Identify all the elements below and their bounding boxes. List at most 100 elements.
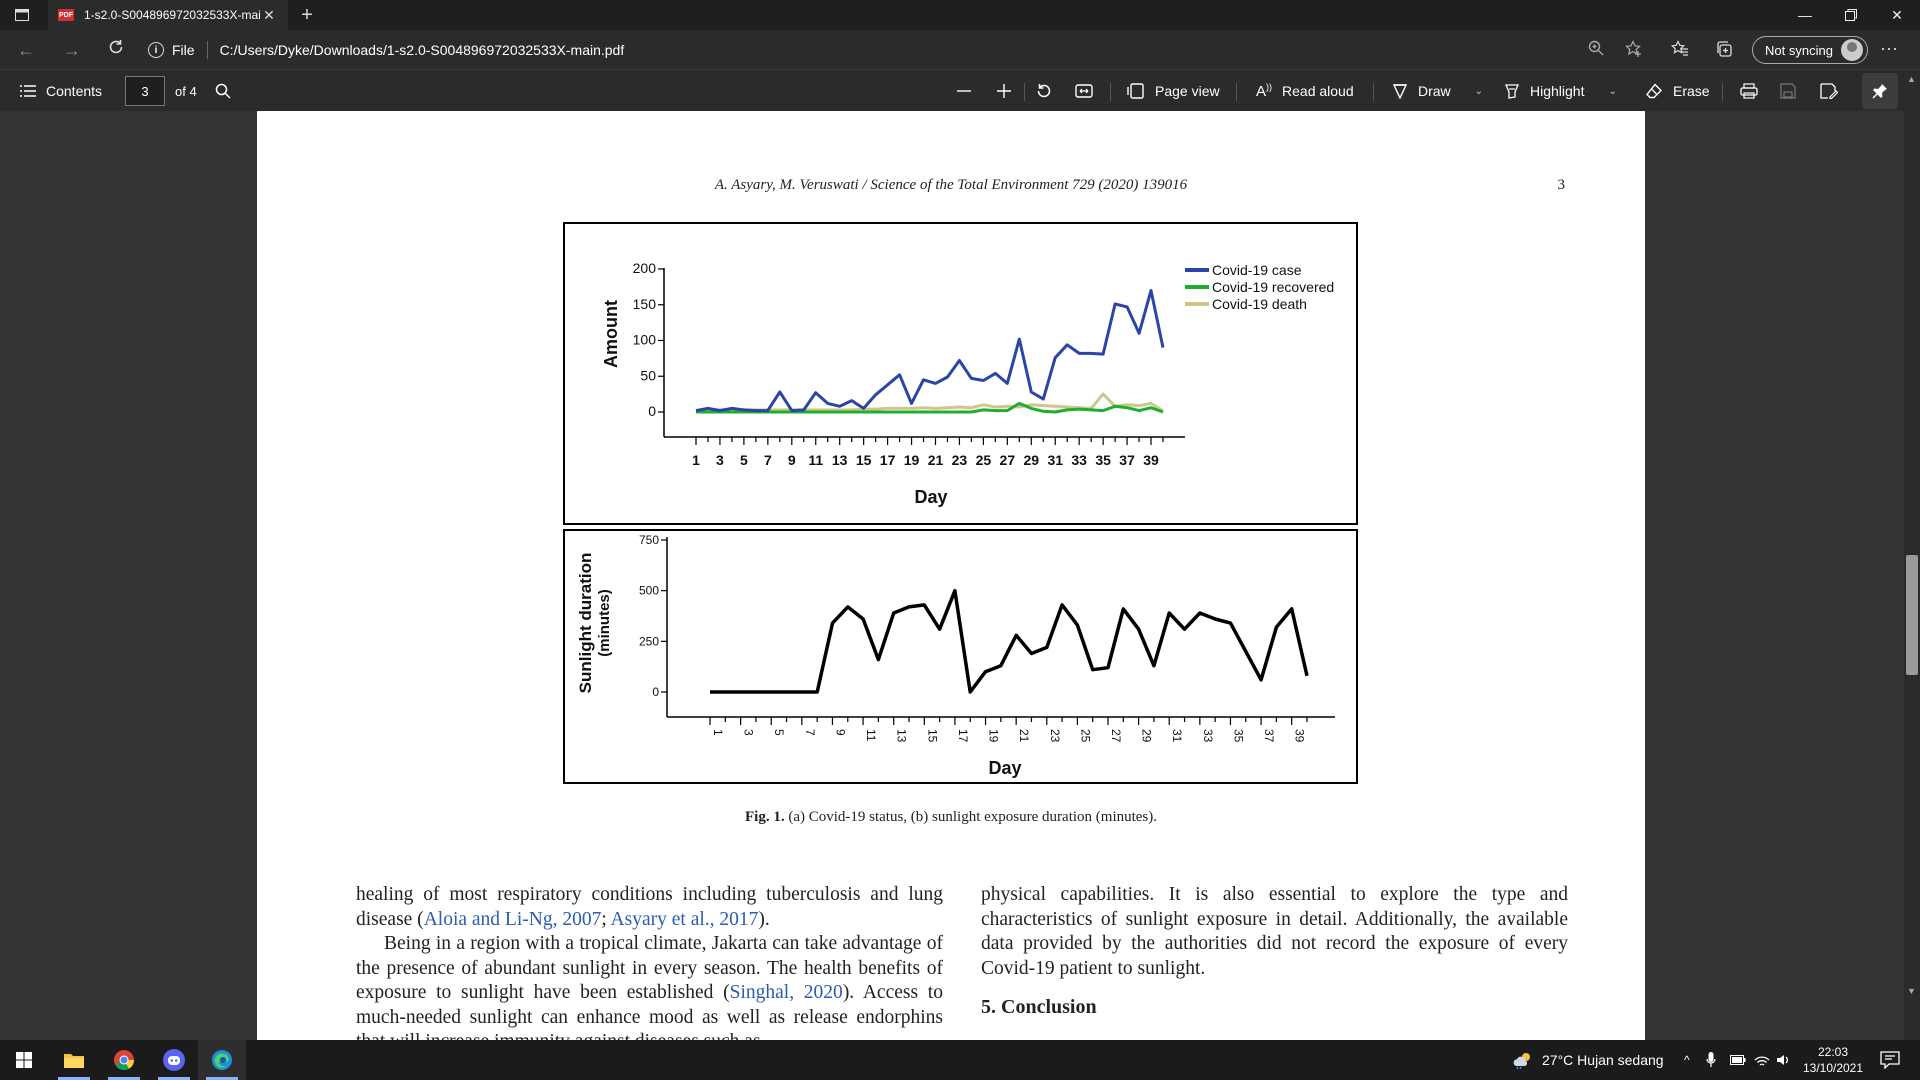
more-options-icon[interactable]: ··· xyxy=(1880,38,1898,58)
address-scheme: File xyxy=(172,42,195,58)
scrollbar-thumb[interactable] xyxy=(1906,555,1918,675)
pdf-viewer[interactable]: A. Asyary, M. Veruswati / Science of the… xyxy=(0,111,1920,1040)
paragraph: physical capabilities. It is also essent… xyxy=(981,884,1568,979)
x-tick-label: 13 xyxy=(895,729,909,743)
paragraph-text: Being in a region with a tropical climat… xyxy=(356,933,943,1003)
clock[interactable]: 22:03 13/10/2021 xyxy=(1798,1044,1868,1076)
notification-icon[interactable] xyxy=(1880,1040,1900,1080)
restore-button[interactable] xyxy=(1828,0,1874,30)
x-tick-label: 35 xyxy=(1231,729,1245,743)
highlight-icon xyxy=(1505,84,1519,99)
x-tick-label: 39 xyxy=(1293,729,1307,743)
rotate-icon[interactable] xyxy=(1035,71,1053,111)
page-view-button[interactable]: Page view xyxy=(1127,71,1220,111)
start-windows-icon[interactable] xyxy=(0,1040,48,1080)
weather-text: 27°C Hujan sedang xyxy=(1542,1052,1664,1068)
running-head: A. Asyary, M. Veruswati / Science of the… xyxy=(714,177,1188,193)
save-icon[interactable] xyxy=(1780,71,1796,111)
y-tick-label: 500 xyxy=(639,584,659,598)
caption-label: Fig. 1. xyxy=(744,809,785,825)
scroll-down-icon[interactable]: ▼ xyxy=(1907,986,1916,996)
toolbar-divider xyxy=(1024,83,1025,101)
discord-icon[interactable] xyxy=(150,1040,198,1080)
y-tick-label: 150 xyxy=(633,296,657,312)
forward-button[interactable]: → xyxy=(63,40,81,60)
show-hidden-icons[interactable]: ^ xyxy=(1684,1053,1690,1067)
print-icon[interactable] xyxy=(1740,71,1758,111)
chrome-icon[interactable] xyxy=(100,1040,148,1080)
y-tick-label: 100 xyxy=(633,332,657,348)
paragraph-text: ). xyxy=(758,908,770,930)
volume-icon[interactable] xyxy=(1776,1040,1790,1080)
tab-actions-icon[interactable] xyxy=(0,0,44,30)
scroll-up-icon[interactable]: ▲ xyxy=(1907,74,1916,84)
weather-widget[interactable]: 27°C Hujan sedang xyxy=(1512,1040,1664,1080)
fit-page-icon[interactable] xyxy=(1075,71,1093,111)
minimize-button[interactable]: — xyxy=(1798,7,1812,23)
x-tick-label: 25 xyxy=(976,452,992,468)
x-tick-label: 39 xyxy=(1143,452,1159,468)
file-explorer-icon[interactable] xyxy=(50,1040,98,1080)
taskbar: 27°C Hujan sedang ^ 22:03 13/10/2021 xyxy=(0,1040,1920,1080)
x-tick-label: 37 xyxy=(1262,729,1276,743)
read-aloud-icon: A)) xyxy=(1256,82,1273,100)
contents-icon xyxy=(20,85,36,97)
zoom-in-icon[interactable] xyxy=(996,71,1012,111)
x-tick-label: 21 xyxy=(1017,729,1031,743)
page-number-input[interactable]: 3 xyxy=(125,76,165,106)
read-aloud-button[interactable]: A)) Read aloud xyxy=(1256,71,1354,111)
battery-icon[interactable] xyxy=(1730,1040,1746,1080)
draw-button[interactable]: Draw ⌄ xyxy=(1392,71,1483,111)
chevron-down-icon[interactable]: ⌄ xyxy=(1608,85,1617,97)
address-field[interactable]: i File C:/Users/Dyke/Downloads/1-s2.0-S0… xyxy=(148,36,1788,64)
zoom-out-icon[interactable] xyxy=(956,71,972,111)
contents-button[interactable]: Contents xyxy=(20,71,102,111)
eraser-icon xyxy=(1646,83,1662,99)
info-icon[interactable]: i xyxy=(148,42,164,58)
citation-link[interactable]: Singhal, 2020 xyxy=(729,982,843,1003)
wifi-icon[interactable] xyxy=(1754,1040,1770,1080)
x-tick-label: 5 xyxy=(772,729,786,736)
x-tick-label: 19 xyxy=(987,729,1001,743)
x-tick-label: 21 xyxy=(928,452,944,468)
citation-link[interactable]: Aloia and Li-Ng, 2007 xyxy=(423,908,602,930)
figure-caption: Fig. 1. (a) Covid-19 status, (b) sunligh… xyxy=(257,809,1645,826)
active-indicator xyxy=(108,1077,140,1080)
legend-label: Covid-19 recovered xyxy=(1212,279,1334,295)
x-tick-label: 1 xyxy=(711,729,725,736)
refresh-button[interactable] xyxy=(102,38,130,62)
pin-toolbar-icon[interactable] xyxy=(1862,73,1898,109)
draw-icon xyxy=(1392,84,1408,99)
x-tick-label: 25 xyxy=(1078,729,1092,743)
citation-link[interactable]: Asyary et al., 2017 xyxy=(610,908,759,930)
edge-icon[interactable] xyxy=(198,1040,246,1080)
save-as-icon[interactable] xyxy=(1820,71,1838,111)
address-divider xyxy=(206,41,208,59)
page-view-icon xyxy=(1127,83,1144,99)
figure-a-panel: 0 50 100 150 200 1 3 5 7 9 11 13 15 17 19 21 23 25 27 29 31 3… xyxy=(563,222,1358,525)
back-button[interactable]: ← xyxy=(17,40,35,60)
favorites-icon[interactable] xyxy=(1668,40,1692,63)
close-window-button[interactable]: ✕ xyxy=(1891,6,1903,23)
x-tick-label: 9 xyxy=(788,452,796,468)
erase-button[interactable]: Erase xyxy=(1646,71,1710,111)
browser-tab[interactable]: PDF 1-s2.0-S004896972032533X-mai ✕ xyxy=(48,0,288,30)
zoom-icon[interactable] xyxy=(1584,40,1608,61)
microphone-icon[interactable] xyxy=(1706,1040,1716,1080)
x-axis-label: Day xyxy=(914,487,947,507)
new-tab-button[interactable]: + xyxy=(301,4,313,26)
pdf-file-icon: PDF xyxy=(58,9,74,21)
search-icon[interactable] xyxy=(215,71,231,111)
x-tick-label: 1 xyxy=(692,452,700,468)
profile-sync-button[interactable]: Not syncing xyxy=(1752,36,1868,64)
highlight-button[interactable]: Highlight ⌄ xyxy=(1504,71,1617,111)
y-tick-label: 0 xyxy=(652,685,659,699)
x-tick-label: 37 xyxy=(1119,452,1135,468)
y-tick-label: 200 xyxy=(633,260,657,276)
series-line xyxy=(710,588,1309,694)
add-favorite-icon[interactable] xyxy=(1622,40,1646,63)
chevron-down-icon[interactable]: ⌄ xyxy=(1474,85,1484,97)
collections-icon[interactable] xyxy=(1712,40,1736,63)
close-tab-icon[interactable]: ✕ xyxy=(263,6,275,23)
